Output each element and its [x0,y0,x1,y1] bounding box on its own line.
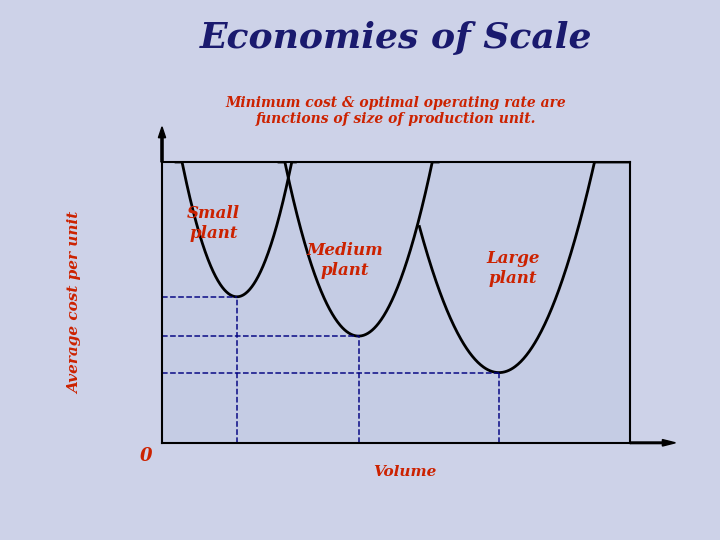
Text: Large
plant: Large plant [486,251,540,287]
Text: Small
plant: Small plant [187,206,240,242]
Text: Minimum cost & optimal operating rate are
functions of size of production unit.: Minimum cost & optimal operating rate ar… [225,96,567,126]
Text: Average cost per unit: Average cost per unit [68,211,83,394]
Text: Volume: Volume [374,465,437,480]
Text: 0: 0 [140,447,153,465]
Text: Economies of Scale: Economies of Scale [199,21,593,55]
Text: Medium
plant: Medium plant [306,242,383,279]
